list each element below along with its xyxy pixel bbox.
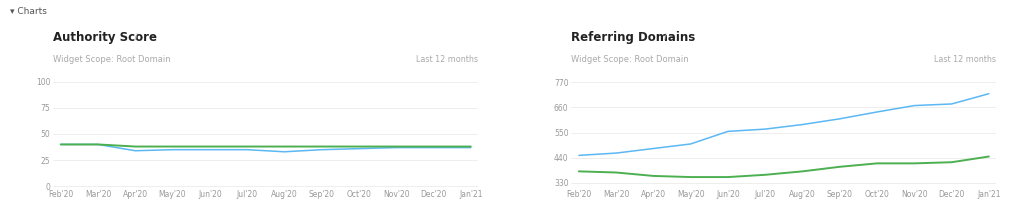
Text: Referring Domains: Referring Domains [571, 31, 695, 44]
Text: i: i [664, 33, 666, 42]
Text: Last 12 months: Last 12 months [416, 55, 478, 64]
Text: i: i [135, 33, 137, 42]
Text: Widget Scope: Root Domain: Widget Scope: Root Domain [53, 55, 171, 64]
Text: Authority Score: Authority Score [53, 31, 158, 44]
Text: ▾ Charts: ▾ Charts [10, 7, 47, 16]
Text: Widget Scope: Root Domain: Widget Scope: Root Domain [571, 55, 689, 64]
Text: Last 12 months: Last 12 months [934, 55, 996, 64]
